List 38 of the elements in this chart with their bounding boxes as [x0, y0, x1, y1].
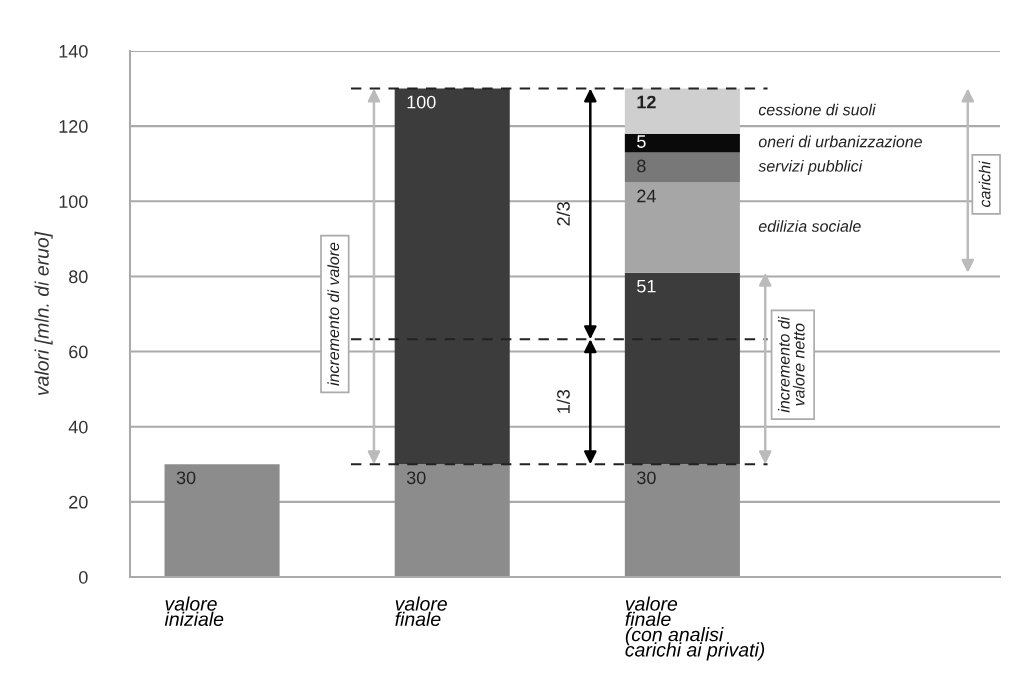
series-label: edilizia sociale [758, 220, 861, 232]
y-tick-label: 120 [59, 120, 88, 133]
y-tick-label: 40 [68, 420, 88, 434]
x-tick-label: valore iniziale [164, 596, 224, 627]
y-tick-label: 100 [59, 195, 88, 209]
bar [624, 272, 740, 465]
series-label: cessione di suoli [758, 103, 876, 116]
bar [394, 464, 510, 577]
data-label: 12 [637, 95, 656, 109]
bar [624, 88, 740, 134]
bar [164, 464, 280, 577]
data-label: 30 [406, 471, 426, 485]
data-label: 100 [407, 95, 436, 109]
y-tick-label: 140 [59, 44, 88, 58]
annotation: incremento di valore [327, 242, 340, 386]
y-tick-label: 0 [79, 570, 88, 584]
bar [624, 133, 740, 153]
bar [624, 152, 740, 183]
data-label: 5 [637, 135, 646, 148]
series-label: oneri di urbanizzazione [758, 135, 922, 148]
bar [624, 464, 740, 577]
data-label: 8 [637, 159, 646, 173]
annotation: 2/3 [556, 202, 570, 226]
data-label: 30 [176, 471, 196, 485]
x-tick-label: valore finale (con analisi carichi ai privati) [625, 596, 765, 661]
y-tick-label: 80 [69, 270, 88, 284]
annotation: carichi [978, 160, 991, 207]
y-tick-label: 60 [69, 345, 88, 359]
y-axis-title: valori [mln. di eruo] [34, 231, 53, 396]
annotation: incremento di valore netto [777, 316, 805, 413]
annotation: 1/3 [556, 389, 570, 413]
data-label: 30 [637, 471, 656, 485]
bar [394, 88, 510, 465]
x-tick-label: valore finale [395, 596, 447, 627]
series-label: servizi pubblici [758, 160, 863, 175]
y-tick-label: 20 [69, 495, 88, 509]
data-label: 51 [637, 279, 656, 293]
data-label: 24 [637, 189, 656, 203]
